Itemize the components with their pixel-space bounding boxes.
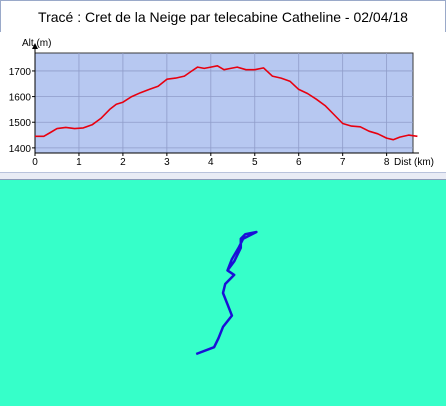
x-tick-label: 3 (164, 157, 170, 168)
x-tick-label: 5 (252, 157, 258, 168)
y-tick-label: 1600 (9, 93, 32, 104)
x-tick-label: 0 (32, 157, 38, 168)
plot-area (34, 52, 414, 154)
x-tick-label: 4 (208, 157, 214, 168)
y-axis-label: Alt (m) (22, 38, 51, 49)
x-axis-label: Dist (km) (394, 157, 434, 168)
x-tick-label: 8 (384, 157, 390, 168)
elevation-profile-panel: 0 1 2 3 4 5 6 7 8 1400 1500 1600 1700 Alt (m) Dist (km… (0, 32, 446, 172)
y-tick-label: 1700 (9, 67, 32, 78)
elevation-line (35, 64, 418, 141)
y-tick-label: 1400 (9, 144, 32, 155)
x-tick-label: 1 (76, 157, 82, 168)
panel-splitter[interactable] (0, 172, 446, 180)
x-tick-label: 6 (296, 157, 302, 168)
elevation-chart: 0 1 2 3 4 5 6 7 8 1400 1500 1600 1700 Alt (m) Dist (km… (9, 38, 434, 168)
y-tick-label: 1500 (9, 118, 32, 129)
map-canvas[interactable] (0, 180, 446, 406)
title-bar: Tracé : Cret de la Neige par telecabine … (0, 0, 446, 33)
map-panel[interactable] (0, 180, 446, 406)
page-title: Tracé : Cret de la Neige par telecabine … (38, 9, 408, 25)
y-axis-arrow (32, 43, 38, 49)
gps-track (195, 230, 258, 356)
x-tick-label: 2 (120, 157, 126, 168)
x-tick-label: 7 (340, 157, 346, 168)
